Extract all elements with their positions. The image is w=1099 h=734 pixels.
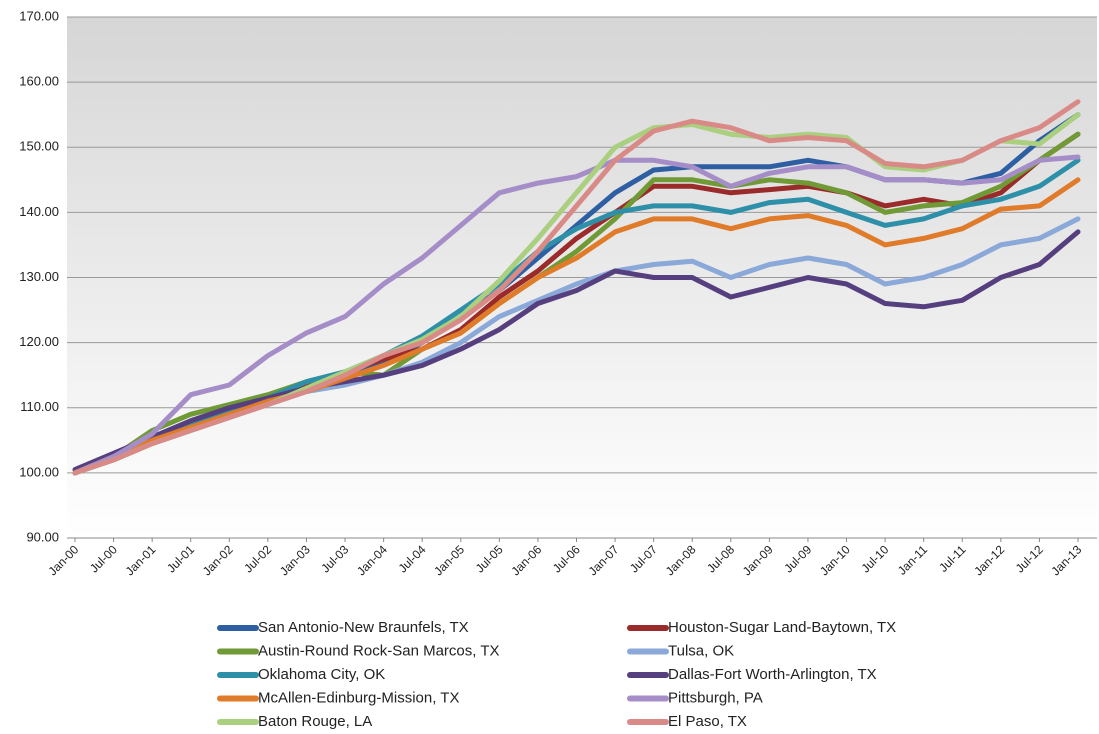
legend-label: Dallas-Fort Worth-Arlington, TX xyxy=(668,666,877,683)
series-line xyxy=(72,131,1081,476)
legend-label: San Antonio-New Braunfels, TX xyxy=(258,619,469,636)
y-tick-label: 110.00 xyxy=(20,399,59,414)
x-tick-label: Jul-03 xyxy=(318,542,351,575)
x-tick-label: Jan-08 xyxy=(663,542,699,578)
x-tick-label: Jul-02 xyxy=(241,542,274,575)
x-tick-label: Jan-05 xyxy=(431,542,467,578)
legend-label: Austin-Round Rock-San Marcos, TX xyxy=(258,642,500,659)
legend-label: Houston-Sugar Land-Baytown, TX xyxy=(668,619,896,636)
x-tick-label: Jan-00 xyxy=(46,542,82,578)
x-tick-label: Jul-08 xyxy=(704,542,737,575)
legend-label: El Paso, TX xyxy=(668,713,747,730)
x-tick-label: Jan-04 xyxy=(354,542,390,578)
legend-label: Oklahoma City, OK xyxy=(258,666,385,683)
x-tick-label: Jan-03 xyxy=(277,542,313,578)
x-tick-label: Jan-13 xyxy=(1049,542,1085,578)
x-tick-label: Jan-02 xyxy=(200,542,236,578)
y-tick-label: 170.00 xyxy=(19,8,59,23)
y-tick-label: 100.00 xyxy=(19,464,59,479)
y-tick-label: 140.00 xyxy=(19,204,59,219)
legend-label: Tulsa, OK xyxy=(668,642,734,659)
x-tick-label: Jan-07 xyxy=(586,542,622,578)
x-tick-label: Jul-11 xyxy=(936,542,969,575)
x-tick-label: Jan-11 xyxy=(895,542,930,577)
series-line xyxy=(72,154,1081,476)
x-tick-label: Jan-10 xyxy=(817,542,853,578)
x-tick-label: Jan-01 xyxy=(123,542,159,578)
legend-label: Pittsburgh, PA xyxy=(668,689,763,706)
x-tick-label: Jan-12 xyxy=(971,542,1007,578)
x-tick-label: Jul-04 xyxy=(396,542,429,575)
legend-label: McAllen-Edinburg-Mission, TX xyxy=(258,689,459,706)
y-tick-label: 120.00 xyxy=(19,334,59,349)
series-line xyxy=(72,229,1081,473)
x-tick-label: Jan-06 xyxy=(508,542,544,578)
x-tick-label: Jul-05 xyxy=(473,542,506,575)
x-tick-label: Jul-06 xyxy=(550,542,583,575)
x-tick-label: Jul-07 xyxy=(627,542,660,575)
y-tick-label: 160.00 xyxy=(19,74,59,89)
series-line xyxy=(72,177,1081,476)
x-tick-label: Jan-09 xyxy=(740,542,776,578)
x-tick-label: Jul-00 xyxy=(87,542,120,575)
y-tick-label: 90.00 xyxy=(26,529,59,544)
x-tick-label: Jul-10 xyxy=(858,542,891,575)
legend-label: Baton Rouge, LA xyxy=(258,713,372,730)
x-tick-label: Jul-01 xyxy=(164,542,197,575)
y-tick-label: 150.00 xyxy=(19,139,59,154)
x-tick-label: Jul-12 xyxy=(1013,542,1046,575)
x-tick-label: Jul-09 xyxy=(781,542,814,575)
series-line xyxy=(72,99,1081,476)
y-tick-label: 130.00 xyxy=(19,269,59,284)
